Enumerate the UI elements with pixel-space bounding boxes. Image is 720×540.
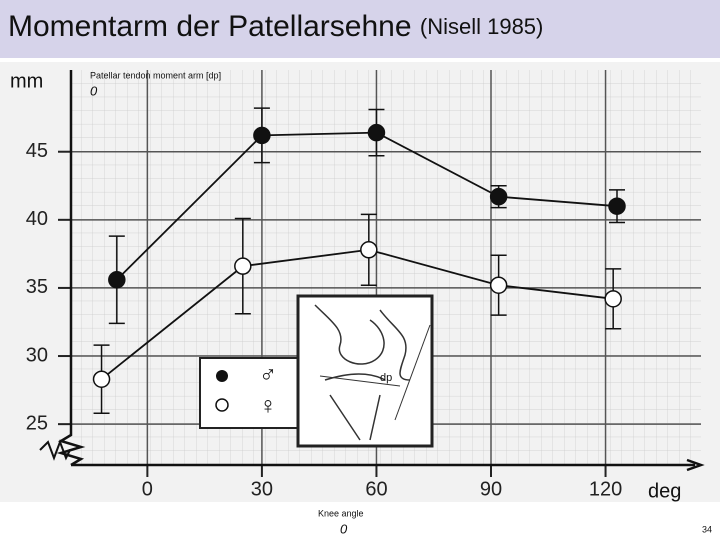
axis-break [39, 439, 71, 461]
data-point [360, 241, 378, 259]
x-tick-label: 120 [589, 478, 622, 500]
legend: ♂ ♀ [199, 357, 301, 429]
dp-line [319, 375, 401, 387]
legend-label: ♀ [259, 392, 277, 419]
title-citation: (Nisell 1985) [420, 14, 544, 39]
inset-box [296, 294, 434, 448]
page-number: 34 [702, 524, 712, 534]
data-point [234, 257, 252, 275]
data-point [253, 126, 271, 145]
x-unit: deg [648, 480, 681, 502]
data-point [489, 276, 508, 294]
data-point [608, 197, 626, 215]
data-point [489, 187, 508, 206]
annotation: Patellar tendon moment arm [dp] [90, 70, 221, 80]
x-tick-label: 90 [480, 478, 502, 500]
legend-box [199, 357, 301, 429]
title-main: Momentarm der Patellarsehne [8, 10, 412, 43]
y-axis [56, 70, 86, 467]
knee-sketch [314, 304, 411, 441]
knee-inset: dp [296, 294, 434, 448]
x-axis [71, 458, 705, 472]
y-tick-label: 45 [26, 140, 48, 162]
legend-marker [215, 398, 229, 412]
x-tick-label: 0 [142, 478, 153, 500]
tendon-line [394, 324, 431, 421]
y-tick-label: 40 [26, 208, 48, 230]
title-bar [0, 0, 720, 58]
data-point [92, 370, 111, 388]
x-tick-label: 60 [365, 478, 387, 500]
x-tick-label: 30 [251, 478, 273, 500]
slide-title: Momentarm der Patellarsehne (Nisell 1985… [8, 10, 543, 43]
y-tick-label: 30 [26, 344, 48, 366]
data-point [108, 271, 126, 289]
annotation: 0 [340, 521, 348, 536]
annotation: 0 [90, 83, 98, 98]
y-tick-label: 35 [26, 276, 48, 298]
data-point [604, 290, 622, 308]
legend-marker [216, 370, 228, 382]
legend-label: ♂ [259, 361, 277, 388]
data-point [367, 123, 386, 142]
y-unit: mm [10, 70, 43, 92]
inset-label: dp [380, 372, 392, 384]
y-tick-label: 25 [26, 412, 48, 434]
annotation: Knee angle [318, 508, 364, 518]
